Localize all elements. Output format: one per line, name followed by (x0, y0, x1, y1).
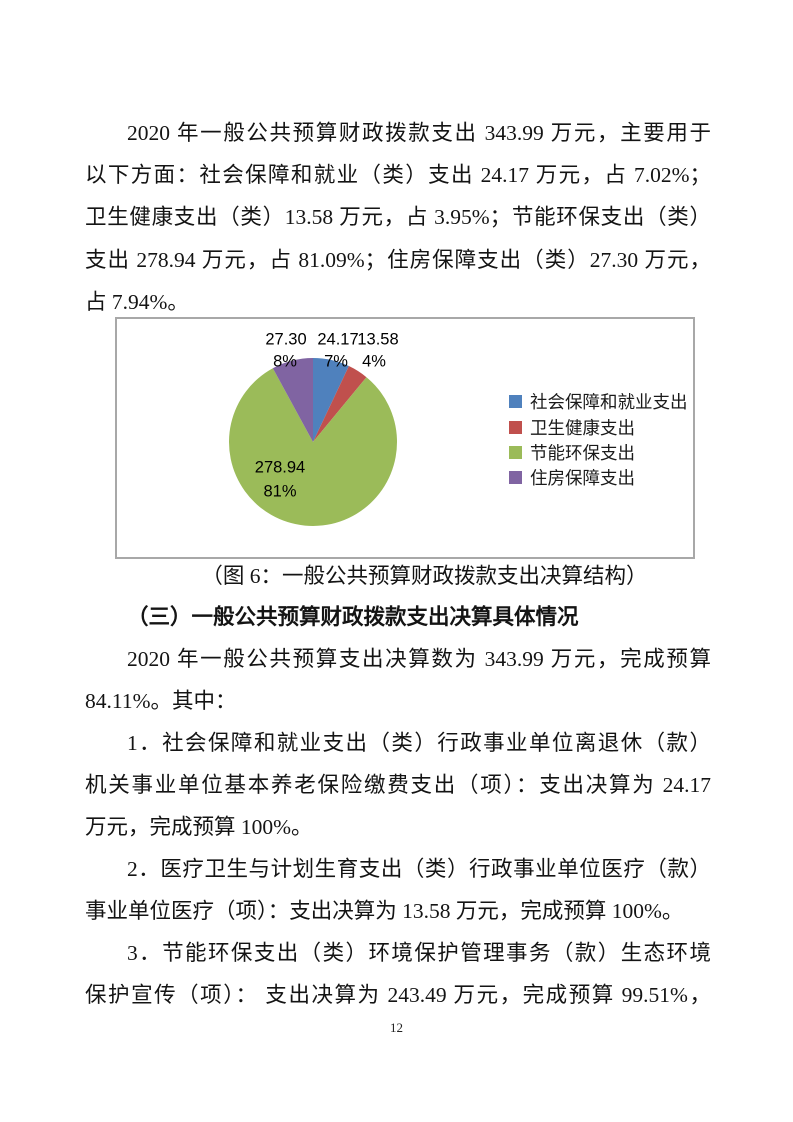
page-number: 12 (390, 1020, 403, 1035)
pie-slice (272, 358, 313, 442)
text-line: 1．社会保障和就业支出（类）行政事业单位离退休（款） (127, 731, 711, 755)
legend-swatch (509, 395, 522, 409)
legend-item: 卫生健康支出 (509, 414, 688, 439)
item1-paragraph: 1．社会保障和就业支出（类）行政事业单位离退休（款） 机关事业单位基本养老保险缴费… (85, 722, 711, 849)
text-line: 占 7.94%。 (85, 289, 189, 314)
chart-legend: 社会保障和就业支出 卫生健康支出 节能环保支出 住房保障支出 (509, 389, 688, 491)
chart-data-label: 4% (362, 352, 386, 371)
text-line: 万元，完成预算 100%。 (85, 815, 313, 840)
legend-swatch (509, 420, 522, 434)
item2-paragraph: 2．医疗卫生与计划生育支出（类）行政事业单位医疗（款） 事业单位医疗（项）：支出决… (85, 848, 711, 932)
item3-paragraph: 3．节能环保支出（类）环境保护管理事务（款）生态环境保护宣传（项）： 支出决算为… (85, 932, 711, 1016)
legend-label: 卫生健康支出 (530, 417, 635, 438)
text-line: 2020 年一般公共预算支出决算数为 343.99 万元，完成预算 (127, 647, 711, 671)
text-line: 2．医疗卫生与计划生育支出（类）行政事业单位医疗（款） (127, 857, 711, 881)
pie-chart-svg (229, 358, 398, 527)
chart-data-label: 278.94 (254, 458, 306, 477)
text-line: 事业单位医疗（项）：支出决算为 13.58 万元，完成预算 100%。 (85, 899, 684, 924)
chart-data-label: 81% (263, 482, 297, 501)
text-line: 以下方面：社会保障和就业（类）支出 24.17 万元，占 7.02%； (85, 163, 711, 188)
chart-data-label: 7% (324, 352, 348, 371)
pie-slice (313, 358, 349, 442)
legend-swatch (509, 445, 522, 459)
pie-slice (313, 366, 367, 442)
section-heading: （三）一般公共预算财政拨款支出决算具体情况 (127, 605, 579, 629)
legend-label: 节能环保支出 (530, 442, 635, 463)
legend-item: 节能环保支出 (509, 440, 688, 465)
summary-paragraph: 2020 年一般公共预算支出决算数为 343.99 万元，完成预算 84.11%。… (85, 638, 711, 722)
pie-slice (229, 368, 398, 527)
legend-item: 社会保障和就业支出 (509, 389, 688, 414)
legend-item: 住房保障支出 (509, 465, 688, 490)
chart-data-label: 27.30 (265, 330, 307, 349)
chart-data-label: 8% (273, 352, 297, 371)
pie-chart-figure: 24.17 7% 13.58 4% 278.94 81% 27.30 8% 社会保障和就业支出… (115, 317, 695, 559)
text-line: 3．节能环保支出（类）环境保护管理事务（款）生态环境 (127, 941, 711, 965)
chart-labels: 24.17 7% 13.58 4% 278.94 81% 27.30 8% (117, 319, 693, 557)
text-line: 机关事业单位基本养老保险缴费支出（项）：支出决算为 24.17 (85, 773, 711, 798)
legend-swatch (509, 471, 522, 485)
figure-caption: （图 6：一般公共预算财政拨款支出决算结构） (201, 564, 648, 588)
text-line: 卫生健康支出（类）13.58 万元，占 3.95%；节能环保支出（类） (85, 205, 711, 230)
text-line: 2020 年一般公共预算财政拨款支出 343.99 万元，主要用于 (127, 121, 711, 145)
text-line: 保护宣传（项）： 支出决算为 243.49 万元，完成预算 99.51%， (85, 983, 711, 1008)
legend-label: 社会保障和就业支出 (530, 392, 688, 413)
text-line: 支出 278.94 万元，占 81.09%；住房保障支出（类）27.30 万元， (85, 247, 711, 272)
intro-paragraph: 2020 年一般公共预算财政拨款支出 343.99 万元，主要用于以下方面：社会… (85, 112, 711, 323)
chart-data-label: 13.58 (357, 330, 399, 349)
chart-data-label: 24.17 (317, 330, 359, 349)
legend-label: 住房保障支出 (530, 468, 635, 489)
text-line: 84.11%。其中： (85, 689, 237, 714)
